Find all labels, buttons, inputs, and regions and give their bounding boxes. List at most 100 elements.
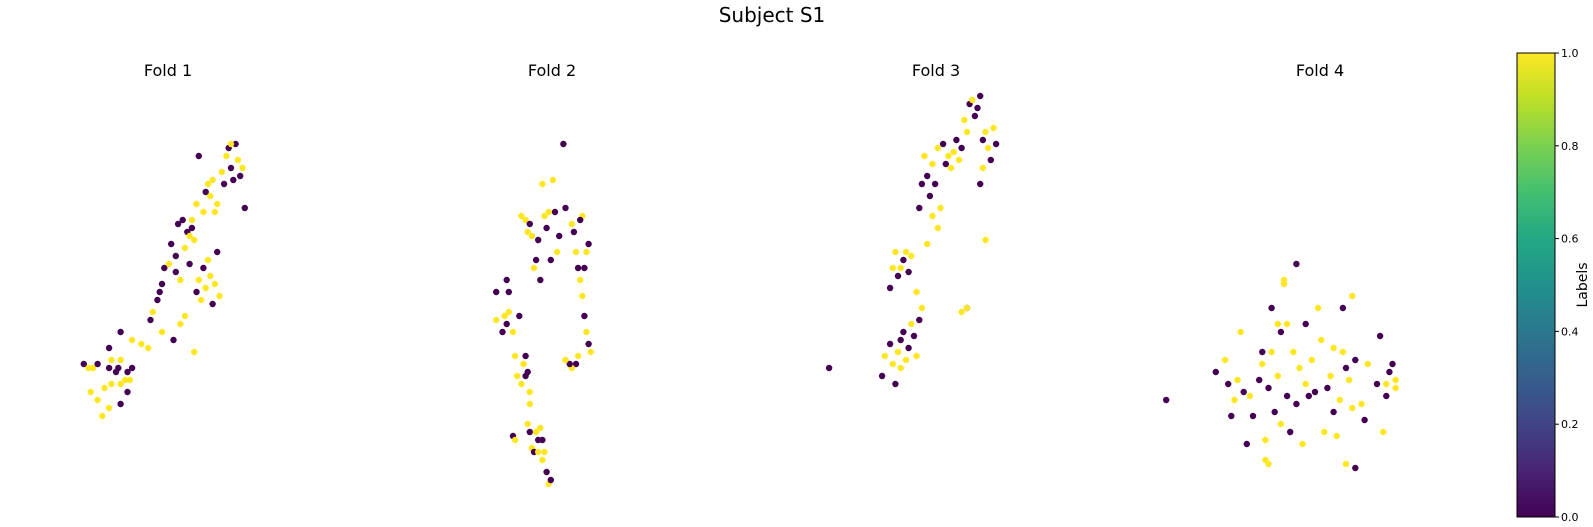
scatter-point (195, 276, 202, 284)
scatter-point (117, 356, 124, 364)
scatter-point (562, 204, 569, 212)
scatter-point (518, 380, 525, 388)
scatter-point (1259, 360, 1266, 368)
scatter-point (947, 164, 955, 172)
scatter-panel-fold-1: Fold 1 (80, 61, 248, 420)
scatter-point (543, 468, 550, 476)
scatter-point (1339, 304, 1347, 312)
scatter-point (186, 232, 193, 240)
scatter-point (537, 424, 544, 432)
scatter-point (1280, 280, 1288, 288)
scatter-point (509, 328, 517, 336)
scatter-point (1318, 336, 1325, 344)
scatter-point (1283, 320, 1291, 328)
scatter-point (94, 396, 101, 404)
scatter-point (987, 156, 994, 164)
scatter-point (156, 288, 163, 296)
scatter-point (984, 144, 992, 152)
scatter-point (172, 268, 179, 276)
scatter-point (1265, 460, 1272, 468)
scatter-point (1240, 388, 1247, 396)
scatter-point (566, 360, 573, 368)
scatter-point (913, 352, 920, 360)
points-fold-3 (825, 92, 1000, 388)
scatter-point (209, 176, 216, 184)
scatter-point (108, 356, 115, 364)
scatter-point (218, 168, 225, 176)
scatter-point (1383, 392, 1390, 400)
scatter-point (1283, 392, 1291, 400)
scatter-point (1296, 364, 1303, 372)
scatter-point (547, 256, 554, 264)
points-fold-4 (1163, 260, 1399, 472)
scatter-point (939, 140, 947, 148)
panel-title-fold-4: Fold 4 (1296, 61, 1344, 80)
scatter-point (522, 352, 529, 360)
scatter-point (572, 248, 580, 256)
scatter-point (892, 248, 899, 256)
scatter-point (1349, 292, 1356, 300)
scatter-point (583, 328, 590, 336)
scatter-point (1314, 304, 1322, 312)
scatter-point (537, 276, 544, 284)
scatter-point (1358, 400, 1365, 408)
scatter-point (547, 476, 554, 484)
scatter-point (1321, 428, 1328, 436)
scatter-point (916, 316, 923, 324)
colorbar: 0.0 0.2 0.4 0.6 0.8 1.0 Labels (1516, 47, 1591, 524)
scatter-panel-fold-3: Fold 3 (825, 61, 1000, 388)
scatter-point (128, 364, 136, 372)
scatter-point (1349, 404, 1356, 412)
scatter-point (1256, 376, 1263, 384)
scatter-point (503, 320, 510, 328)
scatter-point (530, 264, 538, 272)
scatter-point (924, 172, 931, 180)
scatter-point (969, 96, 976, 104)
scatter-point (99, 412, 106, 420)
scatter-point (505, 308, 512, 316)
scatter-point (913, 288, 920, 296)
scatter-point (214, 248, 221, 256)
scatter-point (934, 144, 941, 152)
scatter-point (505, 288, 512, 296)
scatter-point (124, 388, 131, 396)
scatter-point (1308, 356, 1316, 364)
scatter-point (503, 276, 510, 284)
scatter-point (892, 380, 899, 388)
scatter-point (117, 400, 124, 408)
scatter-point (545, 208, 552, 216)
scatter-point (825, 364, 833, 372)
scatter-point (138, 340, 145, 348)
scatter-point (910, 332, 918, 340)
scatter-point (897, 264, 904, 272)
scatter-point (1336, 396, 1344, 404)
scatter-point (85, 364, 92, 372)
scatter-point (1302, 320, 1309, 328)
scatter-point (105, 344, 113, 352)
scatter-point (568, 220, 575, 228)
scatter-point (1352, 464, 1359, 472)
scatter-point (992, 140, 1000, 148)
scatter-point (934, 224, 941, 232)
scatter-point (1163, 396, 1170, 404)
scatter-point (516, 312, 523, 320)
scatter-point (543, 224, 550, 232)
scatter-point (1293, 400, 1300, 408)
scatter-point (524, 420, 531, 428)
scatter-point (1376, 332, 1384, 340)
scatter-point (1327, 372, 1334, 380)
scatter-point (200, 264, 207, 272)
scatter-point (204, 180, 212, 188)
colorbar-tick-label: 0.8 (1561, 140, 1579, 153)
scatter-point (1259, 348, 1266, 356)
scatter-point (889, 264, 896, 272)
scatter-point (122, 376, 129, 384)
scatter-point (581, 312, 588, 320)
scatter-point (931, 180, 939, 188)
scatter-point (979, 164, 987, 172)
scatter-point (958, 308, 965, 316)
scatter-point (209, 300, 216, 308)
scatter-point (200, 208, 207, 216)
scatter-point (560, 140, 567, 148)
scatter-point (197, 296, 205, 304)
